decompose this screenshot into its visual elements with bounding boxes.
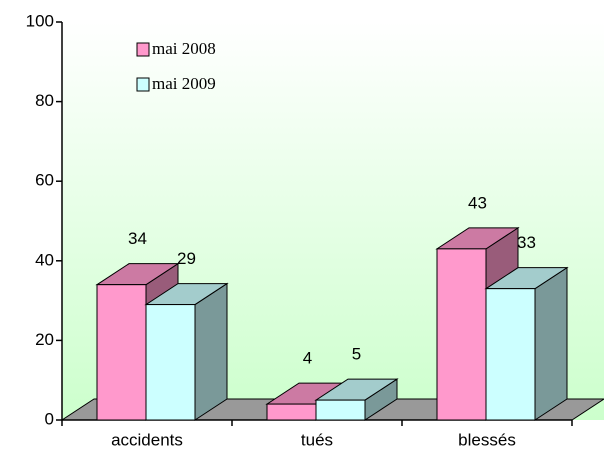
value-label: 5 <box>352 345 361 364</box>
y-tick-label: 60 <box>35 171 54 190</box>
x-tick-label: blessés <box>458 430 516 449</box>
value-label: 34 <box>128 229 147 248</box>
value-label: 33 <box>517 233 536 252</box>
bar <box>436 248 487 421</box>
bar <box>96 284 147 421</box>
value-label: 4 <box>303 349 312 368</box>
legend-swatch <box>136 42 150 57</box>
y-tick-label: 80 <box>35 91 54 110</box>
legend-label: mai 2009 <box>152 74 216 93</box>
bar-side <box>534 266 568 421</box>
bar <box>485 288 536 421</box>
value-label: 29 <box>177 249 196 268</box>
y-tick-label: 20 <box>35 330 54 349</box>
bar <box>145 304 196 421</box>
value-label: 43 <box>468 193 487 212</box>
y-tick-label: 100 <box>26 11 54 30</box>
legend-label: mai 2008 <box>152 39 216 58</box>
legend-swatch <box>136 77 150 92</box>
bar <box>266 403 317 421</box>
bar <box>315 399 366 421</box>
x-tick-label: tués <box>301 430 333 449</box>
y-tick-label: 0 <box>45 409 54 428</box>
y-tick-label: 40 <box>35 250 54 269</box>
bar-side <box>194 282 228 421</box>
x-tick-label: accidents <box>111 430 183 449</box>
